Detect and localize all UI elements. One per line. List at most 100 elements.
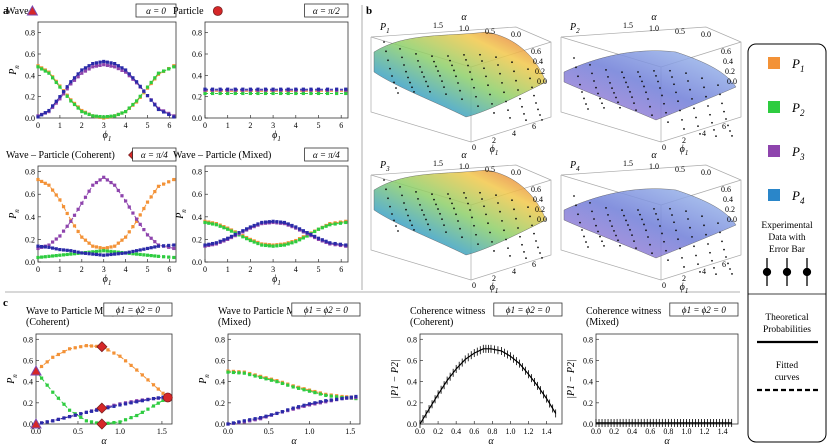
series-line xyxy=(37,65,175,119)
data-point xyxy=(134,219,139,223)
surface-data-point xyxy=(407,76,409,79)
surface-data-point xyxy=(643,85,645,88)
surface-data-point xyxy=(591,72,593,75)
surface-data-point xyxy=(405,70,407,73)
x-tick-label: 1.4 xyxy=(542,427,552,436)
data-point xyxy=(39,376,44,380)
data-point xyxy=(156,254,161,258)
surface-data-point xyxy=(387,197,389,200)
data-point xyxy=(87,252,91,256)
data-point xyxy=(153,190,157,194)
x-tick-label: 1.2 xyxy=(524,427,534,436)
data-point xyxy=(210,241,215,246)
data-point xyxy=(105,178,109,182)
data-point xyxy=(51,355,55,359)
condition-tag: ϕ1 = ϕ2 = 0 xyxy=(682,305,726,315)
surface-phi-tick: 6 xyxy=(532,122,536,131)
surface-z-tick: 0.2 xyxy=(535,205,545,214)
surface-data-point xyxy=(475,95,477,98)
surface-data-point xyxy=(731,135,733,137)
surface-data-point xyxy=(431,55,433,58)
x-tick-label: 6 xyxy=(167,265,171,274)
surface-data-point xyxy=(467,64,469,67)
surface-data-point xyxy=(697,263,699,266)
surface-phi-axis: ϕ1 xyxy=(490,282,499,295)
surface-mesh xyxy=(563,188,737,259)
surface-data-point xyxy=(641,218,643,221)
data-point xyxy=(109,61,113,65)
surface-alpha-axis: α xyxy=(461,12,467,23)
data-point xyxy=(51,76,55,80)
surface-phi-tick: 0 xyxy=(472,143,476,152)
surface-data-point xyxy=(385,188,387,191)
data-point xyxy=(233,87,237,91)
data-point xyxy=(260,220,264,225)
data-point xyxy=(252,223,256,228)
surface-data-point xyxy=(503,91,505,94)
data-point xyxy=(309,232,313,237)
surface-alpha-axis: α xyxy=(461,150,467,161)
data-point xyxy=(145,94,150,98)
data-point xyxy=(218,91,222,96)
surface-data-point xyxy=(603,244,605,247)
data-point xyxy=(226,87,230,91)
data-point xyxy=(146,398,150,402)
surface-z-tick: 0.4 xyxy=(533,195,543,204)
legend-theory-line-1: Theoretical xyxy=(765,313,809,323)
surface-z-tick: 0.0 xyxy=(537,215,547,224)
data-point xyxy=(51,254,55,258)
data-point xyxy=(61,90,66,94)
data-point xyxy=(80,110,84,114)
surface-data-point xyxy=(427,85,429,88)
data-point xyxy=(40,113,44,117)
data-point xyxy=(271,219,275,223)
data-point xyxy=(56,396,60,400)
data-point xyxy=(94,180,99,185)
surface-data-point xyxy=(461,98,463,101)
data-point xyxy=(43,181,47,185)
data-point xyxy=(156,387,160,391)
data-point xyxy=(172,246,176,251)
data-point xyxy=(318,392,322,396)
data-point xyxy=(98,114,102,119)
surface-mesh xyxy=(373,31,547,118)
surface-data-point xyxy=(479,191,481,194)
surface-data-point xyxy=(497,64,499,66)
surface-data-point xyxy=(703,86,705,89)
surface-phi-tick: 4 xyxy=(512,267,516,276)
surface-data-point xyxy=(391,213,393,215)
surface-data-point xyxy=(611,87,613,89)
data-point xyxy=(231,421,236,425)
x-tick-label: 6 xyxy=(339,265,343,274)
surface-data-point xyxy=(651,252,653,255)
data-point xyxy=(279,91,283,96)
surface-data-point xyxy=(409,219,411,222)
surface-data-point xyxy=(527,68,529,71)
data-point xyxy=(127,74,131,78)
data-point xyxy=(127,250,131,254)
data-point xyxy=(113,244,117,248)
surface-box xyxy=(560,164,742,281)
data-point xyxy=(39,364,44,369)
data-point xyxy=(116,64,120,68)
surface-data-point xyxy=(451,202,453,205)
surface-z-tick: 0.0 xyxy=(727,77,737,86)
data-point xyxy=(325,91,330,96)
data-point xyxy=(51,188,55,192)
surface-data-point xyxy=(385,50,387,53)
data-point xyxy=(161,398,165,402)
data-point xyxy=(149,246,153,250)
data-point xyxy=(241,235,245,239)
surface-data-point xyxy=(517,227,519,229)
data-point xyxy=(226,422,230,426)
data-point xyxy=(98,178,102,182)
surface-data-point xyxy=(537,246,539,249)
surface-data-point xyxy=(517,89,519,91)
legend-fitted-line-2: curves xyxy=(775,373,800,383)
data-point xyxy=(248,238,252,243)
surface-phi-tick: 0 xyxy=(472,281,476,290)
surface-data-point xyxy=(627,224,629,226)
legend-frame xyxy=(747,43,827,443)
data-point xyxy=(271,244,275,248)
surface-data-point xyxy=(683,128,685,130)
